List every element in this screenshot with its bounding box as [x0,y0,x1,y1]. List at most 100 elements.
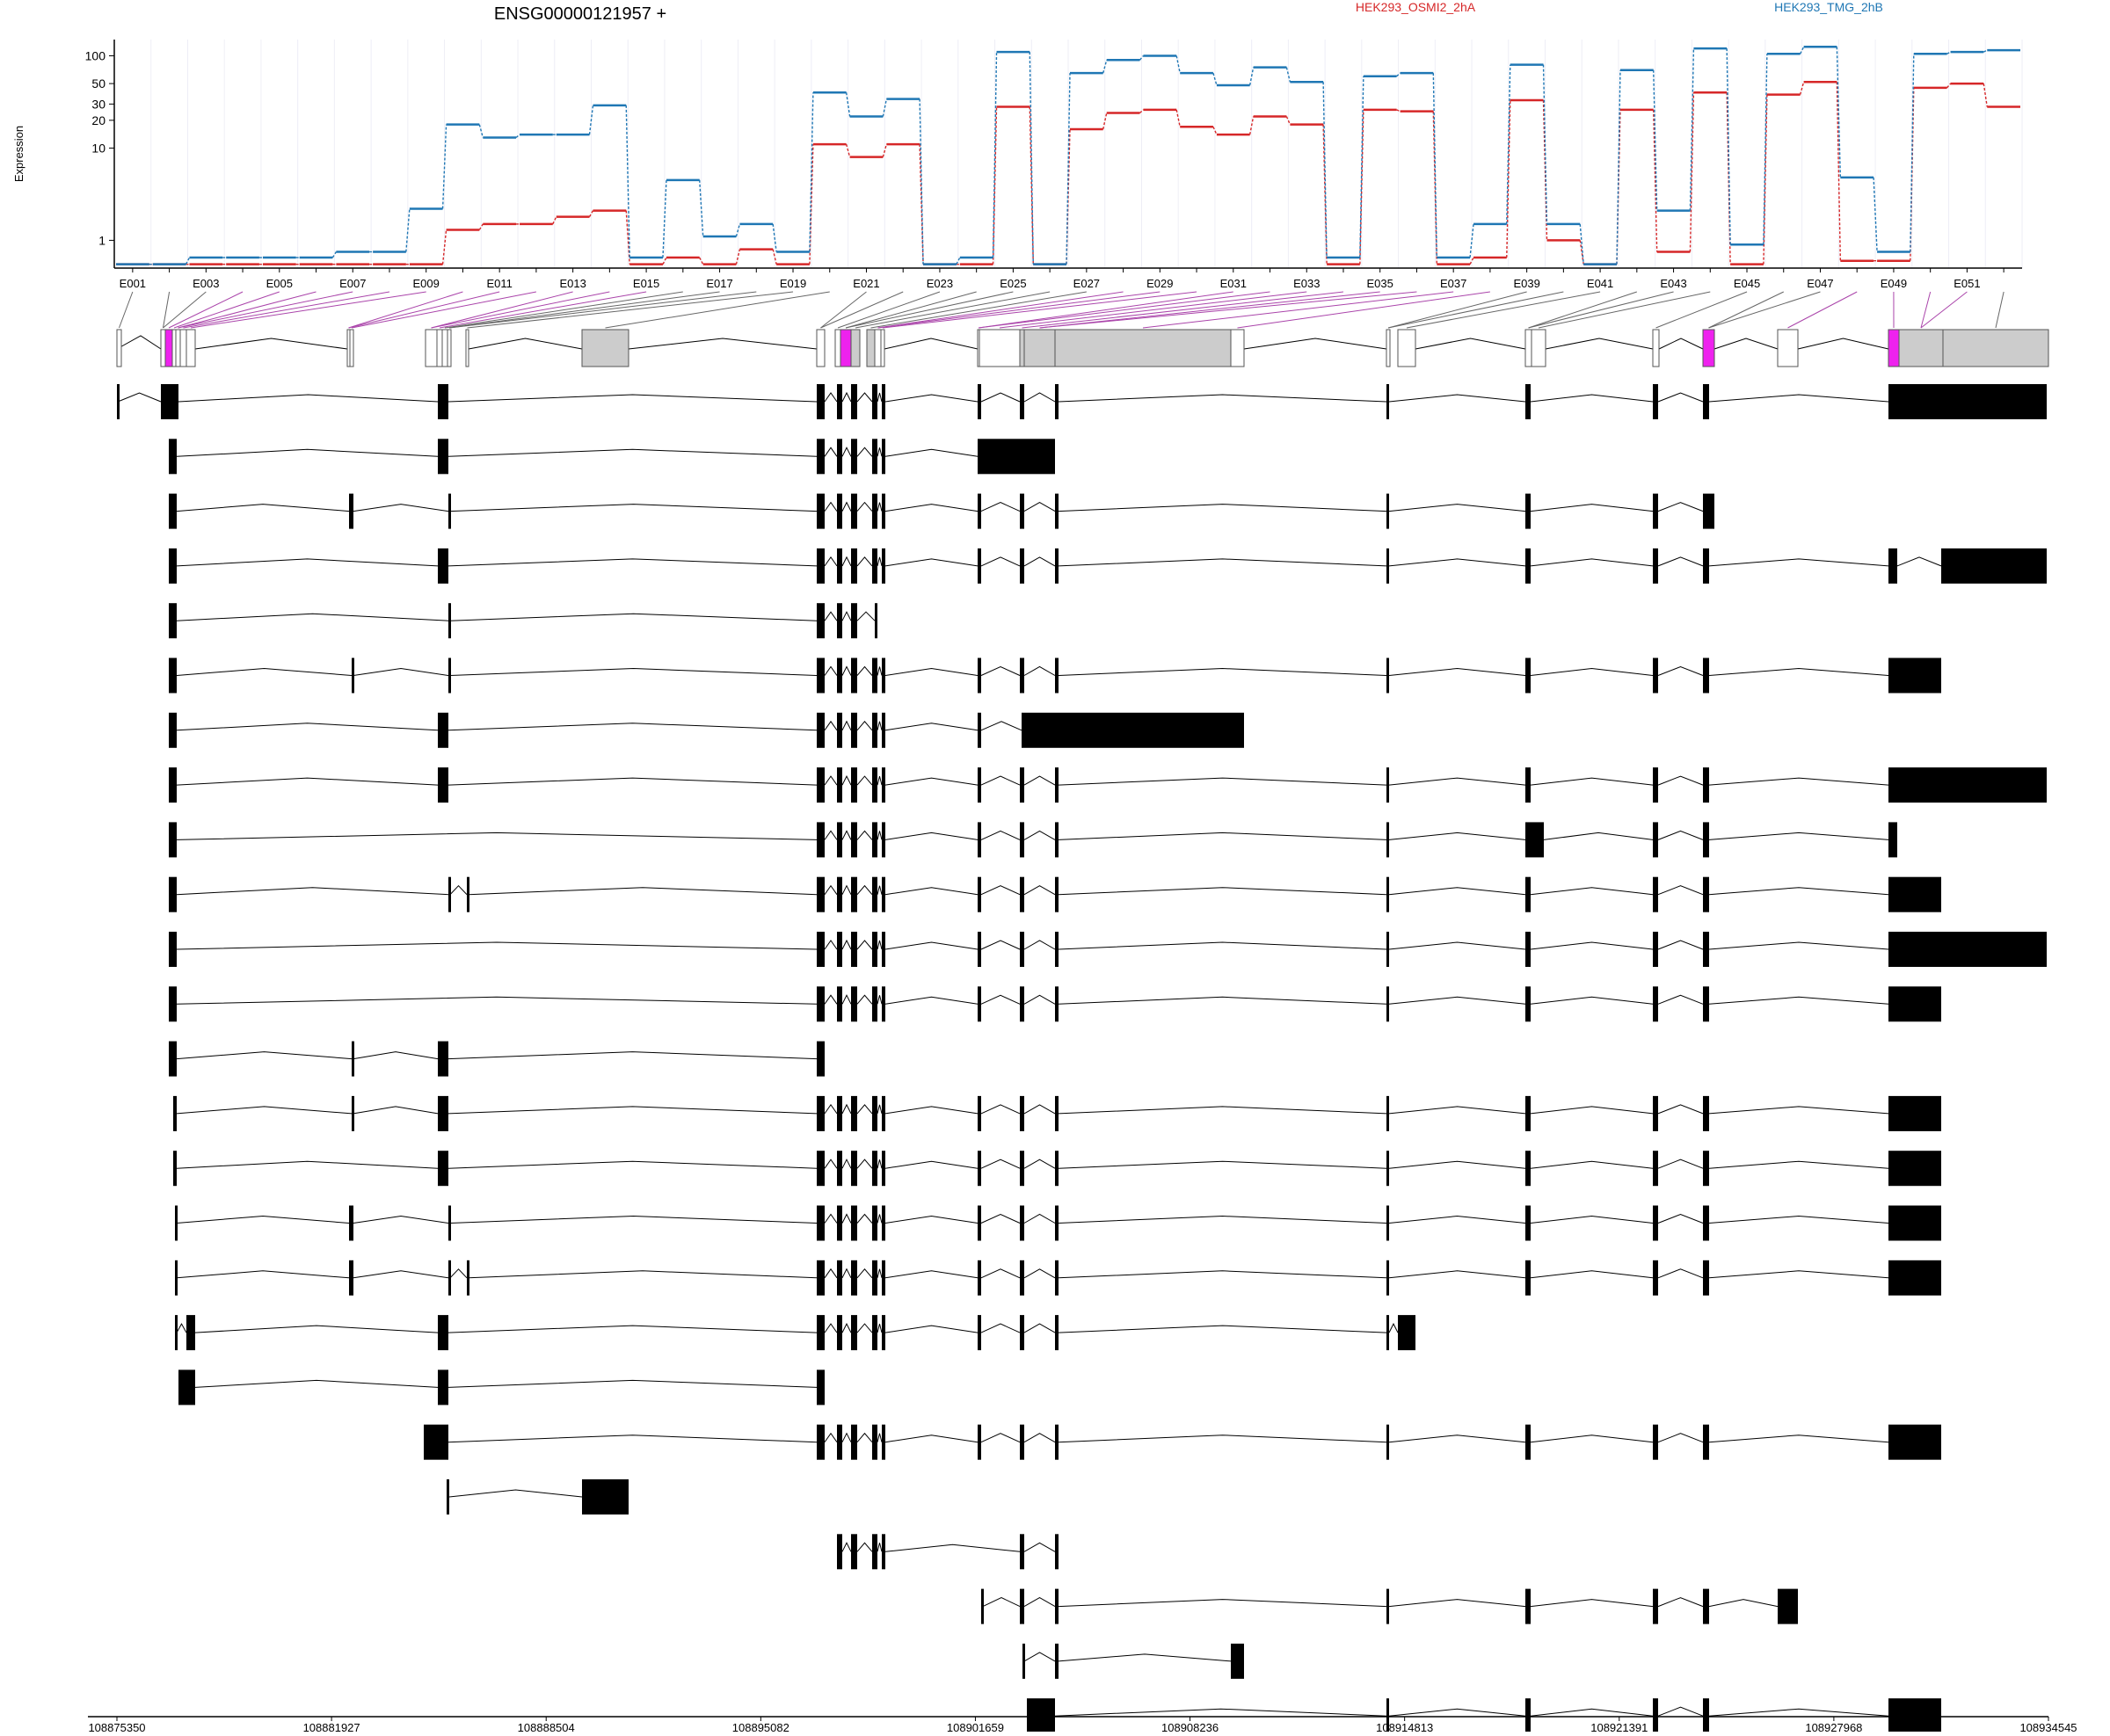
transcript-exon [1020,877,1024,912]
transcript-intron [825,557,837,566]
transcript-intron [1531,1107,1653,1114]
transcript-intron [450,669,817,676]
transcript-intron [1059,942,1386,949]
genomic-tick-label: 108901659 [947,1721,1004,1732]
transcript-exon [448,603,451,638]
exon-connector [1529,292,1674,328]
transcript-exon [872,1425,877,1460]
transcript-exon [1888,767,2047,803]
transcript-exon [978,932,981,967]
transcript-exon [438,439,448,474]
transcript-intron [1059,559,1386,566]
transcript-exon [817,1042,825,1077]
transcript-exon [1525,986,1531,1021]
transcript-exon [1653,767,1658,803]
transcript-intron [877,831,882,839]
transcript-intron [877,1105,882,1114]
gene-intron [469,338,582,349]
transcript-exon [1020,1096,1024,1131]
transcript-exon [448,1260,451,1296]
transcript-intron [877,447,882,456]
transcript-intron [1059,1161,1386,1168]
x-tick-label: E029 [1146,277,1173,290]
transcript-intron [1709,888,1888,895]
transcript-exon [438,384,448,419]
transcript-exon [1020,932,1024,967]
transcript-exon [851,932,857,967]
exon-connector [178,292,353,328]
transcript-intron [353,1107,438,1114]
transcript-exon [837,384,842,419]
transcript-intron [885,1107,978,1114]
transcript-intron [1024,667,1055,676]
transcript-intron [981,886,1020,895]
transcript-intron [885,559,978,566]
transcript-exon [817,986,825,1021]
transcript-exon [1653,877,1658,912]
transcript-intron [842,612,851,621]
exon-connector [838,292,940,328]
transcript-intron [1024,503,1055,512]
exon-connector [1040,292,1380,328]
gene-exon [426,330,437,367]
transcript-exon [882,1315,885,1350]
transcript-exon [882,1534,885,1569]
transcript-exon [817,822,825,857]
transcript-exon [438,767,448,803]
transcript-intron [1531,1709,1653,1716]
exon-connector [1921,292,1931,328]
transcript-exon [978,877,981,912]
transcript-exon [851,1151,857,1186]
transcript-intron [825,447,837,456]
transcript-exon [1386,932,1389,967]
transcript-exon [978,1096,981,1131]
transcript-exon [817,658,825,694]
transcript-exon [1703,1096,1709,1131]
transcript-exon [817,1369,825,1405]
transcript-intron [857,503,872,512]
transcript-exon [837,603,842,638]
transcript-exon [1653,1096,1658,1131]
transcript-exon [882,1206,885,1241]
transcript-exon [1653,1151,1658,1186]
x-tick-label: E047 [1807,277,1833,290]
transcript-exon [169,986,177,1021]
transcript-intron [877,393,882,402]
transcript-intron [450,1217,817,1224]
transcript-intron [1059,778,1386,785]
transcript-intron [842,557,851,566]
transcript-intron [1389,1600,1525,1607]
transcript-intron [981,393,1020,402]
transcript-exon [872,439,877,474]
transcript-exon [1525,1698,1531,1732]
exon-connector [120,292,133,328]
transcript-exon [851,603,857,638]
y-tick-label: 10 [91,141,106,155]
transcript-intron [857,447,872,456]
transcript-exon [1020,494,1024,529]
transcript-row [169,658,1941,694]
transcript-intron [1709,669,1888,676]
gene-model [117,292,2048,367]
transcript-row [837,1534,1059,1569]
transcript-exon [851,1206,857,1241]
transcript-intron [842,722,851,730]
transcript-intron [448,395,817,402]
transcript-exon [1020,548,1024,584]
transcript-intron [1658,995,1703,1004]
transcript-intron [1059,997,1386,1004]
gene-exon [1525,330,1532,367]
transcript-exon [1703,1425,1709,1460]
transcript-exon [837,877,842,912]
transcript-exon [1525,494,1531,529]
series-connector [1397,110,1401,112]
transcript-intron [1658,557,1703,566]
transcript-intron [877,503,882,512]
exon-connector [468,292,794,328]
transcript-row [117,384,2047,419]
legend-entry-tmg: HEK293_TMG_2hB [1774,0,1883,14]
transcript-exon [1653,986,1658,1021]
transcript-intron [825,667,837,676]
transcript-intron [842,1159,851,1168]
transcript-row [169,603,877,638]
